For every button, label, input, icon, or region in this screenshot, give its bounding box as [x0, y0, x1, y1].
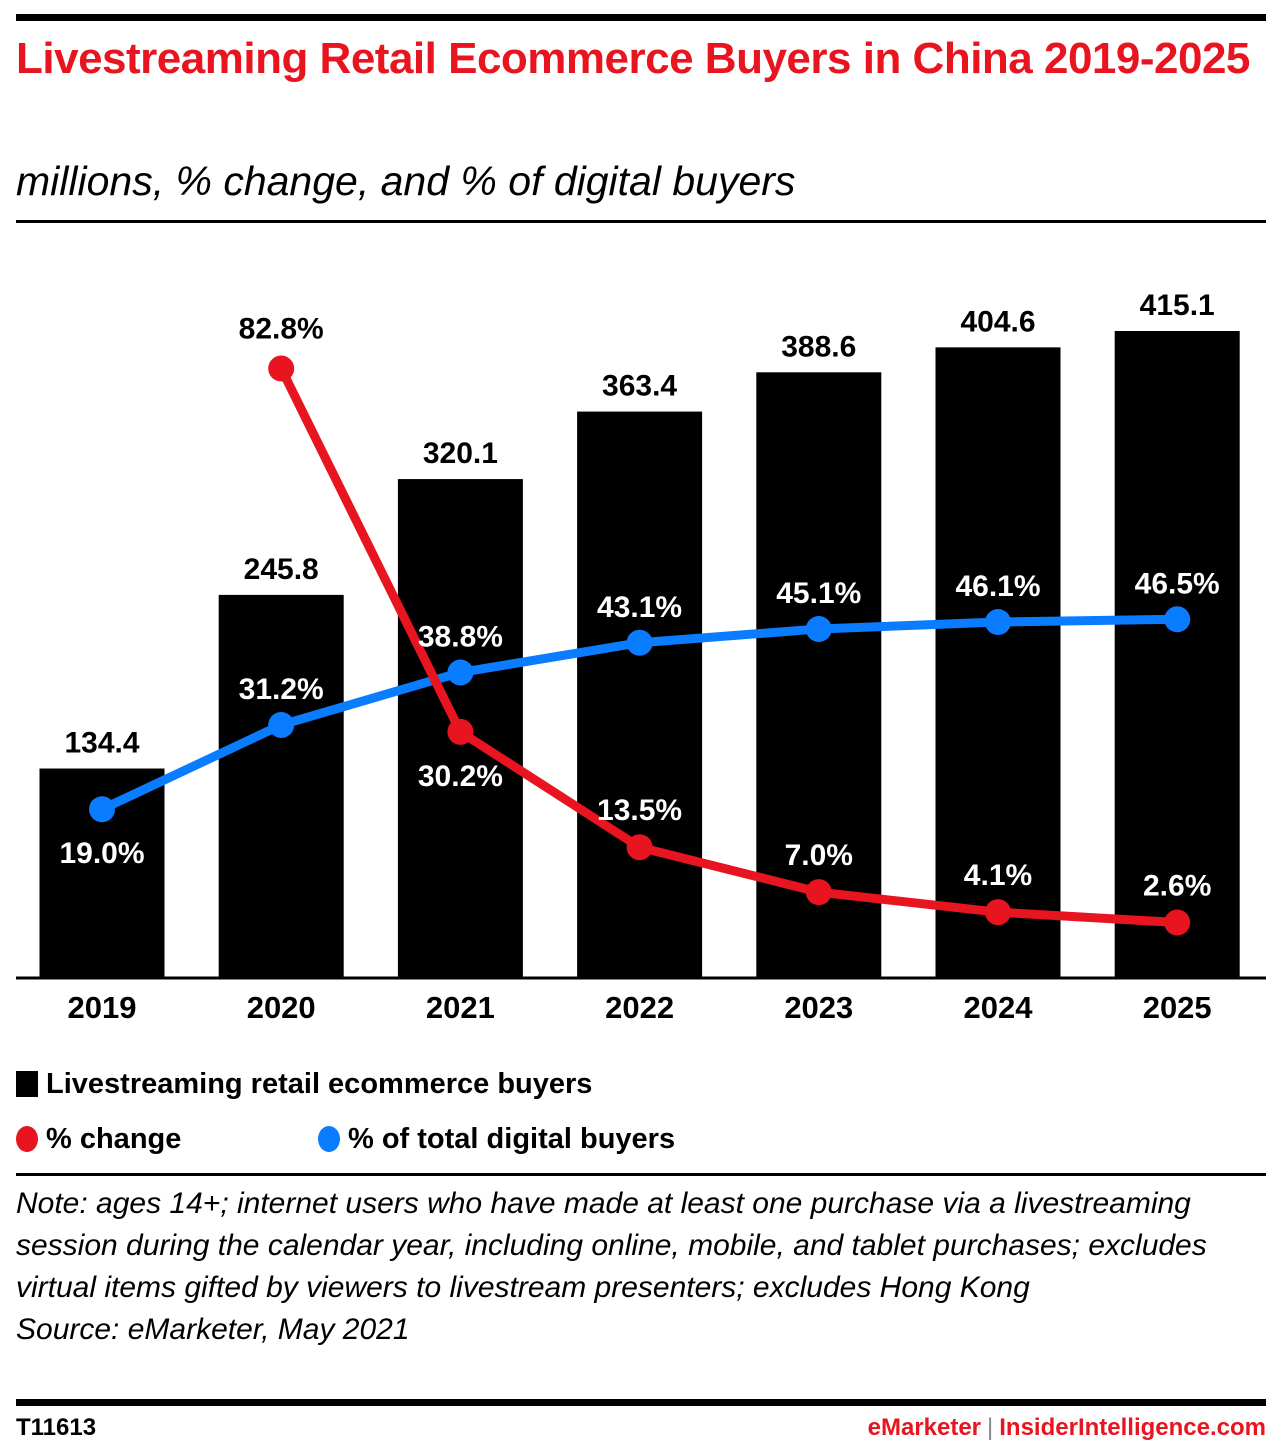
bar-label-2019: 134.4 — [64, 727, 139, 760]
legend-item-pct-digital: % of total digital buyers — [318, 1121, 675, 1157]
chart-title: Livestreaming Retail Ecommerce Buyers in… — [16, 34, 1250, 83]
pct-change-point-2022 — [626, 834, 653, 861]
pct-digital-label-2020: 31.2% — [239, 673, 324, 706]
line-labels-layer: 19.0% 31.2% 38.8% 43.1% 45.1% 46.1% 46.5% 82.8%… — [59, 313, 1219, 903]
legend-item-pct-change: % change — [16, 1121, 181, 1157]
legend-label-pct-change: % change — [46, 1123, 182, 1155]
brand-insider-intelligence: InsiderIntelligence.com — [999, 1414, 1266, 1441]
legend-item-bars: Livestreaming retail ecommerce buyers — [16, 1066, 592, 1102]
bar-label-2021: 320.1 — [423, 437, 498, 470]
lines-layer — [89, 355, 1191, 936]
x-tick-2019: 2019 — [68, 990, 137, 1025]
pct-change-line — [277, 366, 1178, 928]
bar-label-2020: 245.8 — [244, 553, 319, 586]
pct-change-label-2025: 2.6% — [1143, 870, 1211, 903]
pct-change-label-2022: 13.5% — [597, 794, 682, 827]
pct-change-label-2021: 30.2% — [418, 760, 503, 793]
x-tick-2020: 2020 — [247, 990, 316, 1025]
brand-emarketer: eMarketer — [867, 1414, 982, 1441]
pct-digital-label-2025: 46.5% — [1135, 567, 1220, 600]
pct-change-label-2023: 7.0% — [785, 839, 853, 872]
chart-subtitle: millions, % change, and % of digital buy… — [16, 158, 796, 204]
top-rule — [16, 14, 1266, 21]
pct-digital-label-2023: 45.1% — [776, 577, 861, 610]
bar-label-2022: 363.4 — [602, 370, 677, 403]
bar-2023 — [756, 372, 882, 978]
legend-swatch-bars — [16, 1071, 38, 1097]
bar-2024 — [935, 347, 1061, 978]
legend-swatch-pct-digital — [318, 1126, 340, 1152]
bar-label-2023: 388.6 — [781, 330, 856, 363]
pct-digital-label-2019: 19.0% — [59, 837, 144, 870]
pct-change-label-2024: 4.1% — [964, 859, 1032, 892]
pct-change-point-2020 — [268, 355, 295, 382]
bar-label-2025: 415.1 — [1140, 289, 1215, 322]
chart-area: 134.4 245.8 320.1 363.4 388.6 404.6 415.1 19.0… — [16, 289, 1266, 1025]
pct-change-point-2021 — [447, 718, 474, 745]
pct-change-label-2020: 82.8% — [239, 313, 324, 346]
pct-digital-point-2021 — [447, 659, 474, 686]
pct-change-point-2024 — [985, 899, 1011, 926]
x-tick-2021: 2021 — [426, 990, 495, 1025]
pct-digital-label-2021: 38.8% — [418, 620, 503, 653]
legend-rule — [16, 1173, 1266, 1176]
legend-label-bars: Livestreaming retail ecommerce buyers — [46, 1068, 593, 1100]
x-tick-2023: 2023 — [784, 990, 853, 1025]
x-tick-labels: 2019 2020 2021 2022 2023 2024 2025 — [68, 990, 1212, 1025]
pct-digital-label-2022: 43.1% — [597, 591, 682, 624]
bars-layer — [39, 331, 1240, 978]
x-tick-2025: 2025 — [1143, 990, 1212, 1025]
x-tick-2024: 2024 — [964, 990, 1034, 1025]
bar-label-2024: 404.6 — [960, 305, 1035, 338]
brand-separator: | — [987, 1414, 994, 1441]
pct-change-point-2023 — [805, 879, 832, 906]
bottom-rule — [16, 1399, 1266, 1406]
pct-digital-point-2023 — [805, 615, 832, 642]
pct-change-point-2025 — [1164, 909, 1191, 936]
note-text: Note: ages 14+; internet users who have … — [16, 1187, 1207, 1304]
subtitle-rule — [16, 220, 1266, 223]
chart-id: T11613 — [16, 1414, 97, 1441]
pct-digital-point-2024 — [985, 609, 1011, 636]
bar-labels-layer: 134.4 245.8 320.1 363.4 388.6 404.6 415.1 — [64, 289, 1214, 760]
pct-digital-point-2022 — [626, 629, 653, 656]
source-text: Source: eMarketer, May 2021 — [16, 1313, 410, 1346]
brand-footer: eMarketer | InsiderIntelligence.com — [868, 1414, 1266, 1442]
pct-digital-label-2024: 46.1% — [955, 570, 1040, 603]
pct-digital-point-2025 — [1164, 606, 1191, 633]
bar-2020 — [218, 594, 344, 978]
legend-swatch-pct-change — [16, 1126, 38, 1152]
bar-2022 — [577, 411, 703, 978]
bar-2025 — [1114, 331, 1240, 978]
legend-label-pct-digital: % of total digital buyers — [348, 1123, 676, 1155]
pct-digital-point-2019 — [89, 796, 115, 823]
x-tick-2022: 2022 — [605, 990, 674, 1025]
pct-digital-point-2020 — [268, 711, 295, 738]
note-block: Note: ages 14+; internet users who have … — [16, 1183, 1216, 1351]
